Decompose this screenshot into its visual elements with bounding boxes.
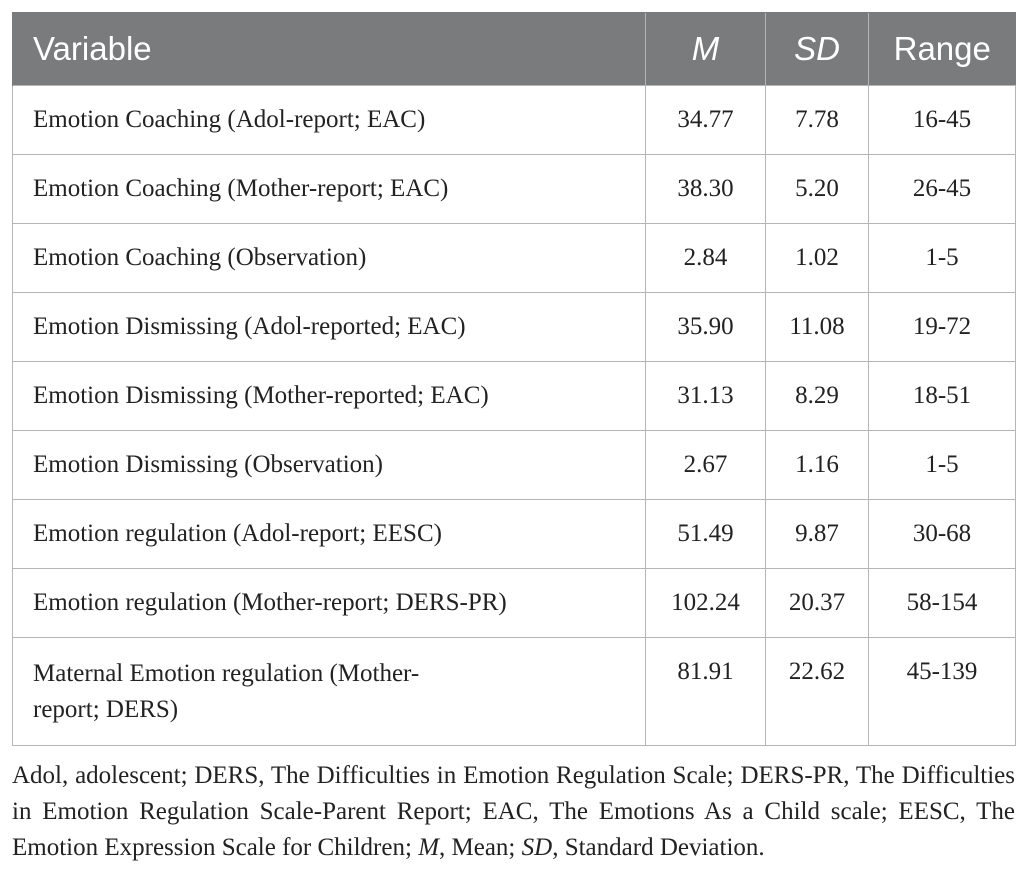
cell-variable: Emotion Coaching (Mother-report; EAC) <box>12 154 646 224</box>
cell-mean: 81.91 <box>645 637 766 746</box>
cell-sd: 1.16 <box>765 430 869 500</box>
cell-variable: Emotion Coaching (Adol-report; EAC) <box>12 85 646 155</box>
header-row: Variable M SD Range <box>12 12 1016 86</box>
descriptive-statistics-table-wrapper: Variable M SD Range Emotion Coaching (Ad… <box>12 12 1016 746</box>
cell-variable: Emotion regulation (Mother-report; DERS-… <box>12 568 646 638</box>
cell-variable: Emotion Coaching (Observation) <box>12 223 646 293</box>
cell-variable: Emotion Dismissing (Mother-reported; EAC… <box>12 361 646 431</box>
table-row: Emotion regulation (Mother-report; DERS-… <box>12 568 1016 638</box>
cell-sd: 9.87 <box>765 499 869 569</box>
footnote-mean-def: , Mean; <box>439 834 522 861</box>
cell-mean: 2.84 <box>645 223 766 293</box>
cell-variable: Maternal Emotion regulation (Mother-repo… <box>12 637 646 746</box>
cell-sd: 5.20 <box>765 154 869 224</box>
cell-mean: 2.67 <box>645 430 766 500</box>
footnote-sd-def: , Standard Deviation. <box>552 834 765 861</box>
table-header: Variable M SD Range <box>12 12 1016 86</box>
cell-sd: 22.62 <box>765 637 869 746</box>
header-sd: SD <box>765 12 869 86</box>
descriptive-statistics-table: Variable M SD Range Emotion Coaching (Ad… <box>12 12 1016 746</box>
table-row: Emotion Dismissing (Observation) 2.67 1.… <box>12 430 1016 500</box>
cell-range: 1-5 <box>868 223 1016 293</box>
cell-sd: 11.08 <box>765 292 869 362</box>
header-mean: M <box>645 12 766 86</box>
cell-mean: 31.13 <box>645 361 766 431</box>
header-range: Range <box>868 12 1016 86</box>
cell-mean: 35.90 <box>645 292 766 362</box>
cell-range: 19-72 <box>868 292 1016 362</box>
cell-range: 26-45 <box>868 154 1016 224</box>
cell-variable: Emotion Dismissing (Adol-reported; EAC) <box>12 292 646 362</box>
table-row: Emotion Coaching (Observation) 2.84 1.02… <box>12 223 1016 293</box>
cell-sd: 7.78 <box>765 85 869 155</box>
table-row: Emotion Coaching (Adol-report; EAC) 34.7… <box>12 85 1016 155</box>
cell-mean: 38.30 <box>645 154 766 224</box>
cell-variable: Emotion Dismissing (Observation) <box>12 430 646 500</box>
cell-range: 58-154 <box>868 568 1016 638</box>
footnote-abbreviations: Adol, adolescent; DERS, The Difficulties… <box>12 762 1015 861</box>
cell-variable: Emotion regulation (Adol-report; EESC) <box>12 499 646 569</box>
cell-range: 45-139 <box>868 637 1016 746</box>
table-row: Emotion Dismissing (Mother-reported; EAC… <box>12 361 1016 431</box>
cell-mean: 51.49 <box>645 499 766 569</box>
footnote-m-abbr: M <box>418 834 440 861</box>
cell-range: 1-5 <box>868 430 1016 500</box>
cell-range: 30-68 <box>868 499 1016 569</box>
cell-sd: 8.29 <box>765 361 869 431</box>
cell-mean: 102.24 <box>645 568 766 638</box>
cell-sd: 1.02 <box>765 223 869 293</box>
cell-range: 18-51 <box>868 361 1016 431</box>
table-row: Maternal Emotion regulation (Mother-repo… <box>12 637 1016 746</box>
cell-variable-line2: report; DERS) <box>33 696 179 723</box>
table-row: Emotion Dismissing (Adol-reported; EAC) … <box>12 292 1016 362</box>
cell-mean: 34.77 <box>645 85 766 155</box>
table-body: Emotion Coaching (Adol-report; EAC) 34.7… <box>12 85 1016 746</box>
table-row: Emotion Coaching (Mother-report; EAC) 38… <box>12 154 1016 224</box>
header-variable: Variable <box>12 12 646 86</box>
cell-sd: 20.37 <box>765 568 869 638</box>
table-footnote: Adol, adolescent; DERS, The Difficulties… <box>12 758 1015 866</box>
cell-variable-line1: Maternal Emotion regulation (Mother- <box>33 660 420 687</box>
table-row: Emotion regulation (Adol-report; EESC) 5… <box>12 499 1016 569</box>
footnote-sd-abbr: SD <box>521 834 553 861</box>
cell-range: 16-45 <box>868 85 1016 155</box>
